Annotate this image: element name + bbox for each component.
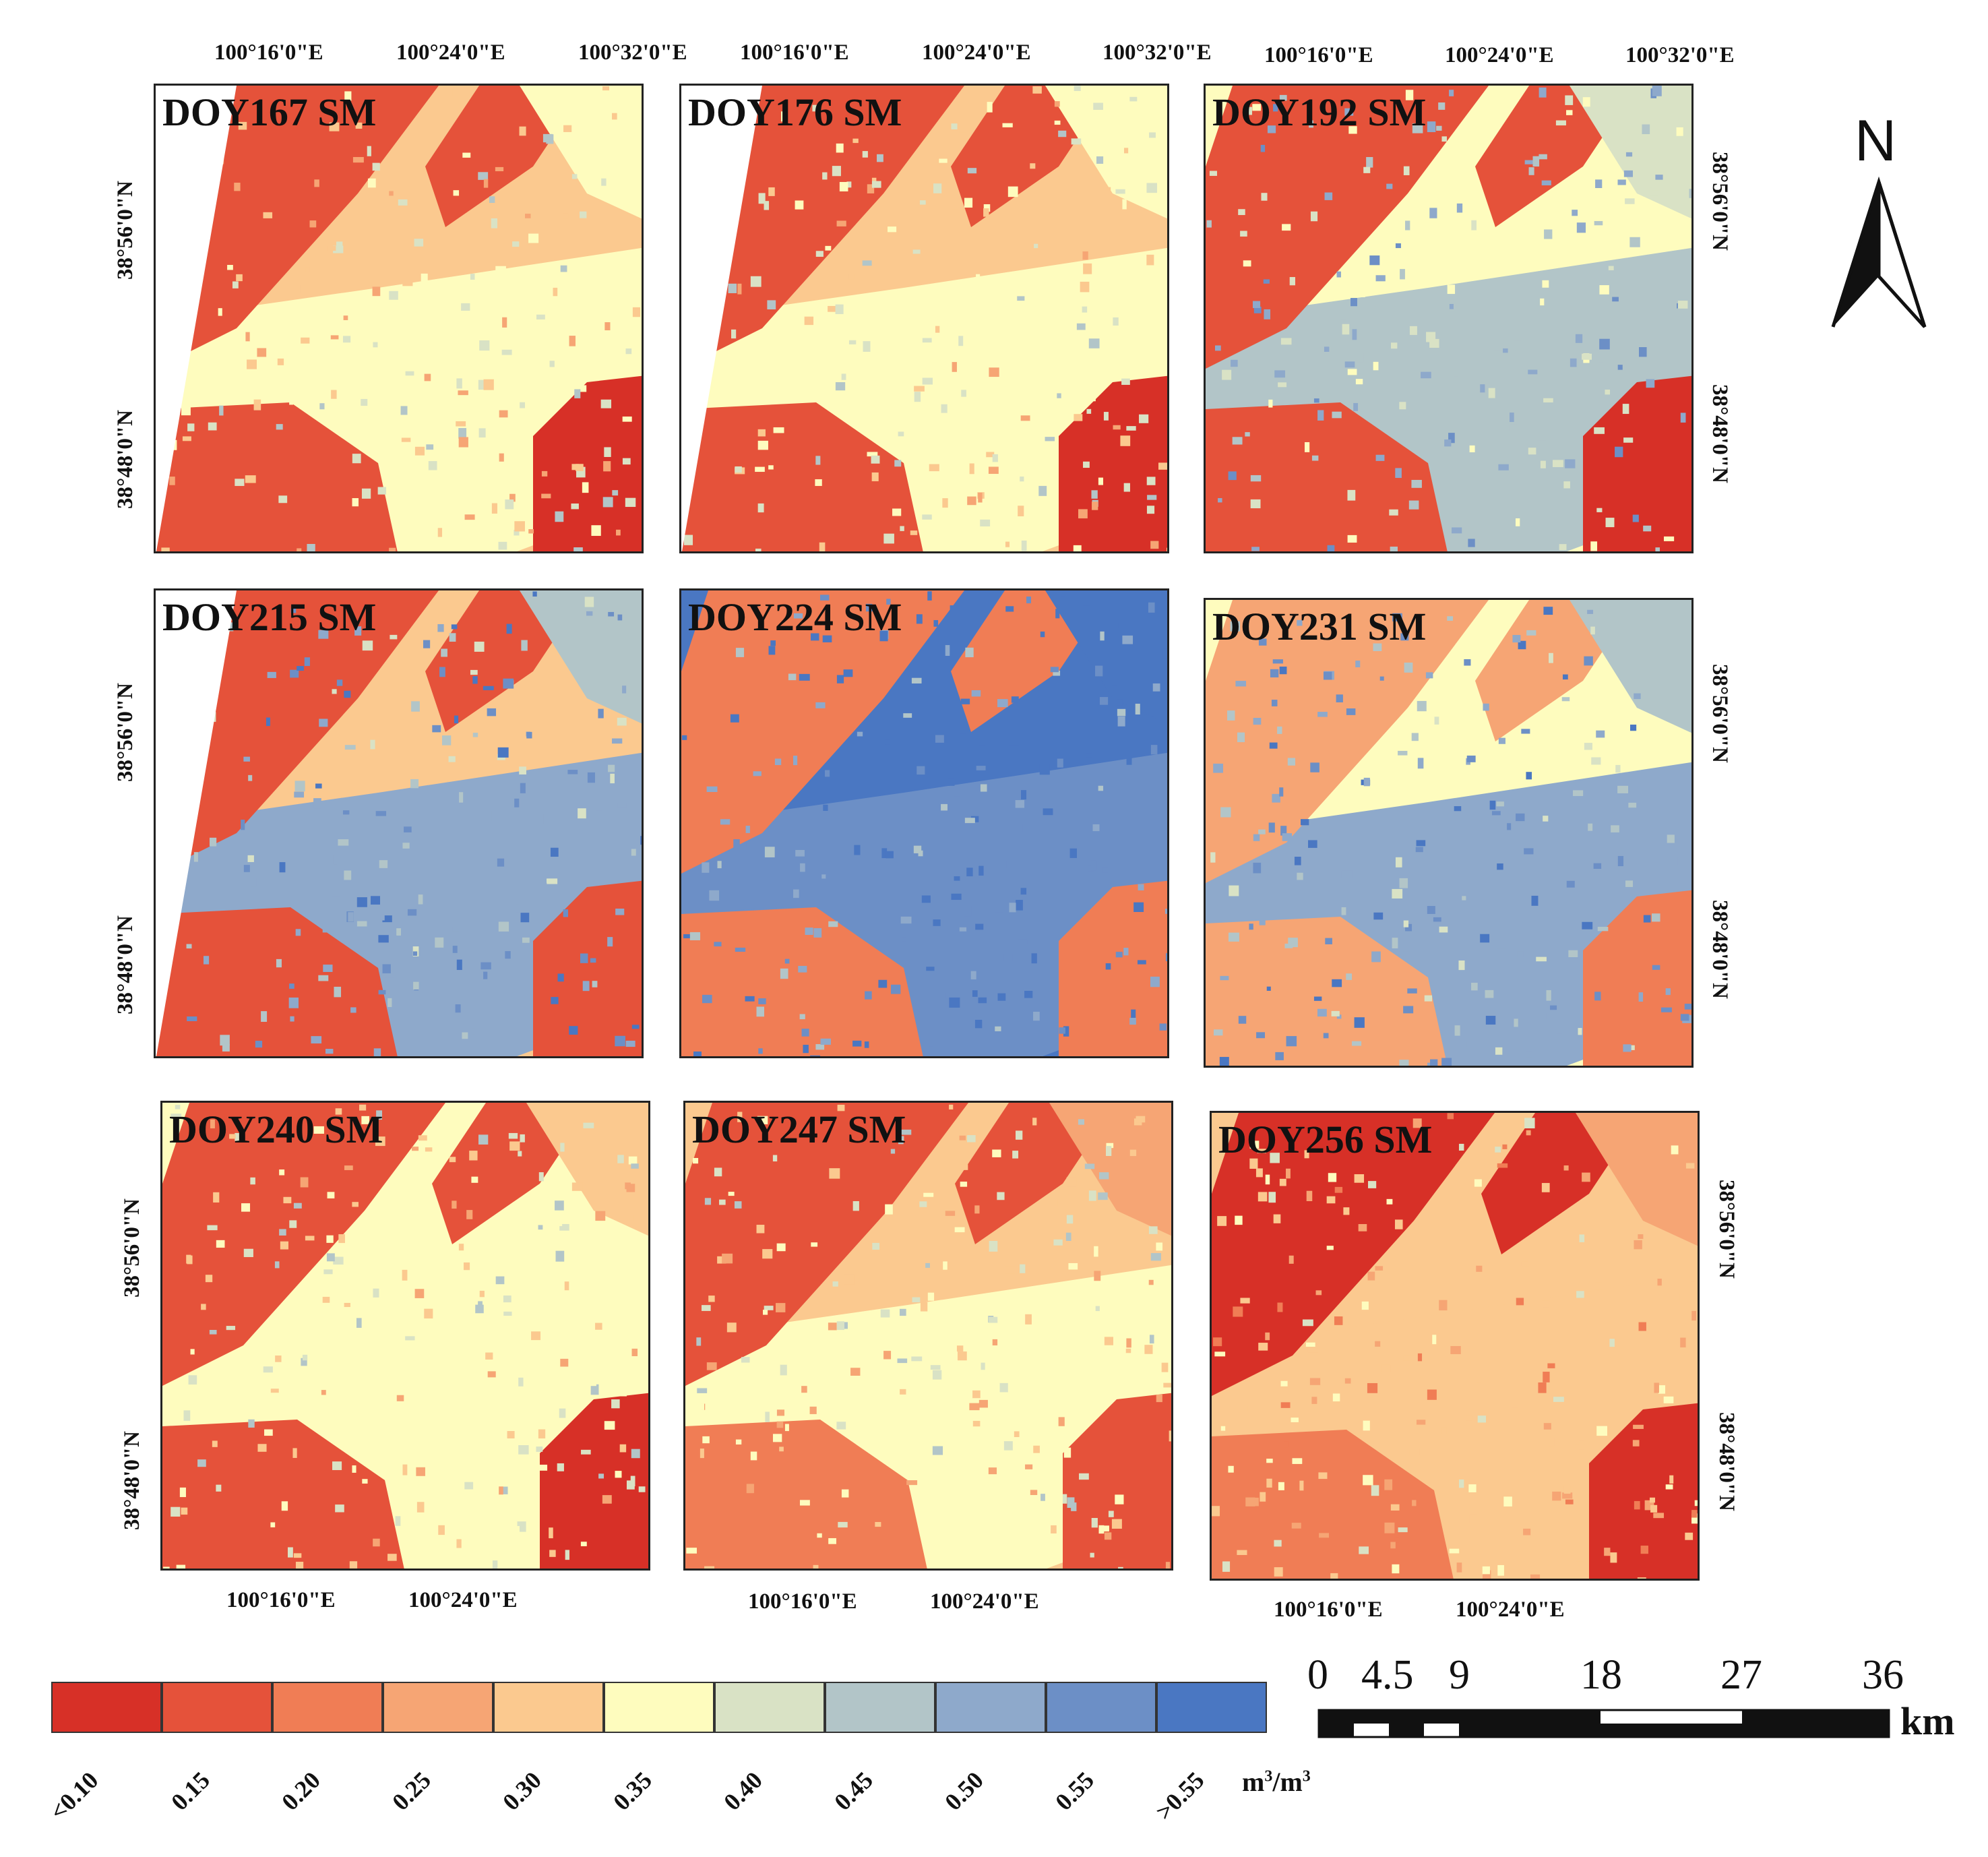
legend-swatch (51, 1682, 162, 1733)
map-panel-doy247: DOY247 SM (683, 1101, 1173, 1571)
legend-swatch (604, 1682, 714, 1733)
legend-swatch (162, 1682, 272, 1733)
sm-map (156, 86, 642, 551)
map-panel-doy176: DOY176 SM (679, 84, 1169, 553)
scale-tick-label: 0 (1307, 1652, 1328, 1698)
legend-label: >0.55 (1150, 1766, 1210, 1826)
panel-title: DOY192 SM (1212, 90, 1427, 134)
legend-swatch (1046, 1682, 1156, 1733)
legend-label: 0.15 (166, 1766, 215, 1816)
lon-label: 100°16'0"E (740, 40, 849, 65)
lat-label: 38°48'0"N (120, 1430, 144, 1530)
unit-sep: /m (1272, 1767, 1303, 1797)
lon-label: 100°16'0"E (748, 1589, 857, 1614)
lon-label: 100°24'0"E (408, 1588, 518, 1612)
lat-label: 38°56'0"N (1708, 664, 1732, 764)
lon-label: 100°16'0"E (1274, 1597, 1383, 1622)
scale-bar (1317, 1709, 1890, 1738)
map-panel-doy240: DOY240 SM (160, 1101, 650, 1571)
map-panel-doy167: DOY167 SM (154, 84, 644, 553)
scale-tick-label: 9 (1449, 1652, 1470, 1698)
lat-label: 38°48'0"N (1708, 900, 1732, 1000)
sm-map (681, 590, 1167, 1056)
map-panel-doy231: DOY231 SM (1204, 598, 1694, 1068)
legend-swatch (1156, 1682, 1267, 1733)
legend-label: 0.35 (608, 1766, 657, 1816)
legend-label: 0.45 (829, 1766, 878, 1816)
map-panel-doy192: DOY192 SM (1204, 84, 1694, 553)
lon-label: 100°24'0"E (922, 40, 1031, 65)
sm-map (681, 86, 1167, 551)
panel-title: DOY240 SM (169, 1107, 383, 1151)
legend-unit: m3/m3 (1242, 1766, 1311, 1798)
legend-swatch (825, 1682, 935, 1733)
scale-tick-label: 4.5 (1361, 1652, 1414, 1698)
legend-swatch (935, 1682, 1046, 1733)
lat-label: 38°56'0"N (1714, 1180, 1739, 1279)
panel-title: DOY231 SM (1212, 605, 1427, 648)
unit-exp: 3 (1264, 1767, 1273, 1786)
panel-title: DOY256 SM (1218, 1118, 1433, 1161)
legend-swatch (383, 1682, 493, 1733)
legend-swatch (714, 1682, 825, 1733)
sm-map (685, 1103, 1171, 1569)
legend-swatch (272, 1682, 383, 1733)
lon-label: 100°24'0"E (1445, 43, 1554, 67)
lat-label: 38°56'0"N (120, 1198, 144, 1298)
scale-unit: km (1900, 1699, 1955, 1743)
panel-title: DOY215 SM (162, 595, 377, 639)
lon-label: 100°24'0"E (1456, 1597, 1565, 1622)
lon-label: 100°16'0"E (214, 40, 323, 65)
lat-label: 38°56'0"N (1708, 152, 1732, 251)
sm-map (1206, 600, 1691, 1066)
lat-label: 38°48'0"N (113, 915, 137, 1014)
sm-map (162, 1103, 648, 1569)
map-panel-doy256: DOY256 SM (1210, 1111, 1700, 1581)
lon-label: 100°16'0"E (1264, 43, 1373, 67)
lon-label: 100°32'0"E (1102, 40, 1212, 65)
unit-base: m (1242, 1767, 1265, 1797)
lon-label: 100°32'0"E (1625, 43, 1735, 67)
legend-label: 0.55 (1050, 1766, 1099, 1816)
scale-tick-label: 36 (1862, 1652, 1904, 1698)
sm-map (1206, 86, 1691, 551)
lat-label: 38°48'0"N (113, 409, 137, 509)
lat-label: 38°48'0"N (1714, 1412, 1739, 1512)
legend-label: 0.40 (718, 1766, 768, 1816)
legend-label: 0.30 (497, 1766, 547, 1816)
legend-label: 0.50 (939, 1766, 989, 1816)
legend-label: 0.20 (276, 1766, 325, 1816)
panel-title: DOY167 SM (162, 90, 377, 134)
panel-title: DOY176 SM (688, 90, 902, 134)
lat-label: 38°56'0"N (113, 682, 137, 782)
scale-tick-label: 27 (1720, 1652, 1762, 1698)
map-panel-doy224: DOY224 SM (679, 588, 1169, 1058)
lon-label: 100°32'0"E (578, 40, 687, 65)
lon-label: 100°24'0"E (396, 40, 505, 65)
lat-label: 38°56'0"N (113, 180, 137, 280)
sm-map (1212, 1113, 1698, 1579)
lon-label: 100°24'0"E (930, 1589, 1039, 1614)
north-label: N (1855, 109, 1897, 173)
scale-tick-label: 18 (1580, 1652, 1622, 1698)
legend-swatch (493, 1682, 604, 1733)
lon-label: 100°16'0"E (226, 1588, 336, 1612)
north-arrow-icon (1831, 176, 1927, 328)
panel-title: DOY224 SM (688, 595, 902, 639)
sm-map (156, 590, 642, 1056)
lat-label: 38°48'0"N (1708, 384, 1732, 484)
legend-label: <0.10 (44, 1766, 104, 1826)
panel-title: DOY247 SM (692, 1107, 906, 1151)
map-panel-doy215: DOY215 SM (154, 588, 644, 1058)
legend-label: 0.25 (387, 1766, 436, 1816)
unit-exp: 3 (1302, 1767, 1311, 1786)
